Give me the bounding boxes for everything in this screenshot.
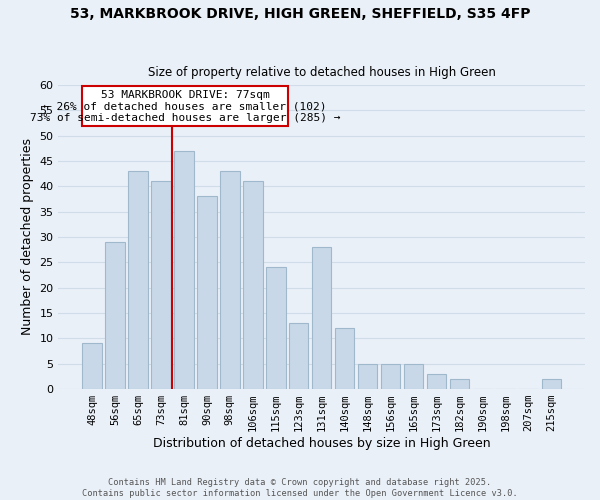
- FancyBboxPatch shape: [82, 86, 289, 126]
- Bar: [542, 379, 561, 389]
- Bar: [174, 151, 194, 389]
- Bar: [243, 181, 263, 389]
- Bar: [358, 364, 377, 389]
- Text: ← 26% of detached houses are smaller (102): ← 26% of detached houses are smaller (10…: [43, 102, 327, 112]
- Bar: [266, 268, 286, 389]
- Bar: [335, 328, 355, 389]
- Text: 73% of semi-detached houses are larger (285) →: 73% of semi-detached houses are larger (…: [30, 113, 340, 123]
- Bar: [450, 379, 469, 389]
- Bar: [82, 344, 102, 389]
- Y-axis label: Number of detached properties: Number of detached properties: [21, 138, 34, 336]
- Text: 53, MARKBROOK DRIVE, HIGH GREEN, SHEFFIELD, S35 4FP: 53, MARKBROOK DRIVE, HIGH GREEN, SHEFFIE…: [70, 8, 530, 22]
- Text: Contains HM Land Registry data © Crown copyright and database right 2025.
Contai: Contains HM Land Registry data © Crown c…: [82, 478, 518, 498]
- X-axis label: Distribution of detached houses by size in High Green: Distribution of detached houses by size …: [153, 437, 491, 450]
- Bar: [197, 196, 217, 389]
- Bar: [220, 171, 239, 389]
- Bar: [128, 171, 148, 389]
- Bar: [151, 181, 171, 389]
- Bar: [381, 364, 400, 389]
- Bar: [404, 364, 423, 389]
- Bar: [427, 374, 446, 389]
- Title: Size of property relative to detached houses in High Green: Size of property relative to detached ho…: [148, 66, 496, 80]
- Bar: [289, 323, 308, 389]
- Bar: [312, 247, 331, 389]
- Text: 53 MARKBROOK DRIVE: 77sqm: 53 MARKBROOK DRIVE: 77sqm: [101, 90, 269, 100]
- Bar: [105, 242, 125, 389]
